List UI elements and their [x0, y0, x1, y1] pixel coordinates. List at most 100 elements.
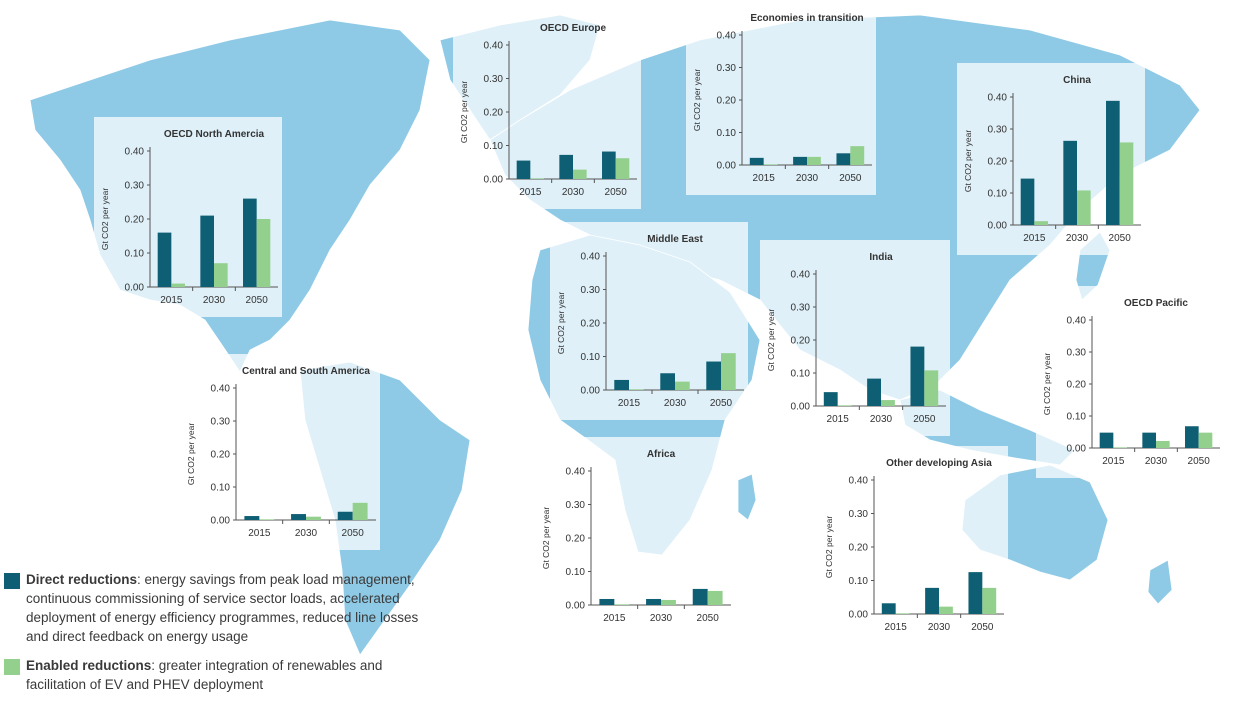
new-zealand	[1147, 559, 1173, 605]
enabled-bar-2015	[1034, 221, 1048, 225]
y-tick-label: 0.00	[988, 221, 1008, 232]
direct-bar-2030	[1063, 140, 1077, 225]
y-tick-label: 0.30	[988, 125, 1008, 136]
y-tick-label: 0.30	[849, 509, 869, 520]
x-tick-label: 2050	[246, 295, 269, 306]
direct-bar-2015	[823, 392, 838, 406]
enabled-bar-2015	[259, 519, 275, 520]
direct-bar-2030	[867, 378, 881, 406]
enabled-bar-2030	[573, 169, 587, 179]
enabled-bar-2050	[924, 370, 939, 406]
direct-bar-2050	[602, 151, 616, 179]
x-tick-label: 2030	[295, 528, 318, 539]
enabled-bar-2050	[721, 353, 736, 390]
enabled-bar-2050	[615, 158, 630, 179]
x-tick-label: 2015	[885, 622, 908, 633]
enabled-bar-2030	[1077, 190, 1091, 225]
chart-china: China 0.00 0.10 0.20 0.30 0.40 Gt CO2 per year…	[957, 63, 1145, 255]
y-tick-label: 0.00	[581, 386, 601, 397]
legend-enabled-title: Enabled reductions	[26, 658, 152, 673]
chart-svg-oecd-europe: OECD Europe 0.00 0.10 0.20 0.30 0.40 Gt CO2 pe…	[453, 11, 641, 209]
chart-title: Central and South America	[242, 366, 370, 377]
chart-title: OECD North Amercia	[164, 129, 265, 140]
legend-swatch-direct	[4, 573, 20, 589]
enabled-bar-2015	[629, 389, 644, 390]
direct-bar-2015	[881, 603, 896, 614]
chart-oecd-europe: OECD Europe 0.00 0.10 0.20 0.30 0.40 Gt CO2 pe…	[453, 11, 641, 209]
y-tick-label: 0.40	[581, 252, 601, 263]
legend: Direct reductions: energy savings from p…	[4, 570, 424, 694]
chart-oecd-north-america: OECD North Amercia 0.00 0.10 0.20 0.30 0.40 Gt…	[94, 117, 282, 317]
direct-bar-2050	[1106, 100, 1120, 225]
x-tick-label: 2050	[342, 528, 365, 539]
y-tick-label: 0.00	[484, 175, 504, 186]
x-tick-label: 2050	[913, 414, 936, 425]
direct-bar-2050	[1185, 426, 1199, 448]
chart-title: Other developing Asia	[886, 458, 992, 469]
panel-bg	[760, 240, 950, 436]
y-tick-label: 0.30	[717, 63, 737, 74]
x-tick-label: 2015	[519, 187, 542, 198]
y-axis-label: Gt CO2 per year	[963, 130, 973, 193]
y-tick-label: 0.10	[988, 189, 1008, 200]
x-tick-label: 2030	[650, 613, 673, 624]
direct-bar-2030	[1142, 432, 1156, 448]
chart-svg-central-south-america: Central and South America 0.00 0.10 0.20 0.3…	[180, 354, 380, 550]
direct-bar-2030	[200, 215, 214, 287]
y-tick-label: 0.30	[581, 285, 601, 296]
chart-middle-east: Middle East 0.00 0.10 0.20 0.30 0.40 Gt CO2 pe…	[550, 222, 748, 420]
y-tick-label: 0.10	[581, 352, 601, 363]
chart-svg-oecd-north-america: OECD North Amercia 0.00 0.10 0.20 0.30 0.40 Gt…	[94, 117, 282, 317]
enabled-bar-2030	[661, 599, 676, 605]
x-tick-label: 2015	[618, 398, 641, 409]
chart-svg-middle-east: Middle East 0.00 0.10 0.20 0.30 0.40 Gt CO2 pe…	[550, 222, 748, 420]
enabled-bar-2050	[982, 587, 997, 614]
y-tick-label: 0.40	[791, 270, 811, 281]
y-tick-label: 0.10	[566, 567, 586, 578]
chart-central-south-america: Central and South America 0.00 0.10 0.20 0.3…	[180, 354, 380, 550]
x-tick-label: 2050	[1188, 456, 1211, 467]
y-tick-label: 0.00	[566, 601, 586, 612]
legend-direct-title: Direct reductions	[26, 572, 138, 587]
legend-enabled-text: : greater integration of renewables and …	[26, 658, 383, 692]
y-axis-label: Gt CO2 per year	[186, 423, 196, 486]
y-tick-label: 0.20	[566, 534, 586, 545]
direct-bar-2050	[243, 198, 257, 287]
direct-bar-2030	[793, 156, 807, 165]
y-tick-label: 0.10	[125, 249, 145, 260]
y-tick-label: 0.40	[484, 41, 504, 52]
y-tick-label: 0.20	[484, 108, 504, 119]
enabled-bar-2030	[306, 516, 321, 520]
x-tick-label: 2015	[248, 528, 271, 539]
y-tick-label: 0.30	[791, 303, 811, 314]
y-axis-label: Gt CO2 per year	[556, 292, 566, 355]
y-tick-label: 0.00	[125, 283, 145, 294]
x-tick-label: 2030	[928, 622, 951, 633]
x-tick-label: 2030	[1145, 456, 1168, 467]
y-tick-label: 0.10	[1067, 412, 1087, 423]
chart-title: OECD Pacific	[1124, 298, 1188, 309]
chart-title: Economies in transition	[750, 13, 863, 24]
x-tick-label: 2015	[827, 414, 850, 425]
chart-oecd-pacific: OECD Pacific 0.00 0.10 0.20 0.30 0.40 Gt CO2 p…	[1036, 286, 1224, 478]
direct-bar-2030	[646, 598, 661, 605]
madagascar	[737, 473, 757, 521]
enabled-bar-2015	[895, 613, 910, 614]
direct-bar-2015	[749, 157, 764, 165]
y-tick-label: 0.20	[791, 336, 811, 347]
direct-bar-2050	[706, 361, 721, 390]
chart-economies-in-transition: Economies in transition 0.00 0.10 0.20 0.30 0…	[686, 1, 876, 195]
chart-svg-china: China 0.00 0.10 0.20 0.30 0.40 Gt CO2 per year…	[957, 63, 1145, 255]
y-tick-label: 0.40	[1067, 316, 1087, 327]
legend-direct-text: : energy savings from peak load manageme…	[26, 572, 419, 644]
x-tick-label: 2015	[1102, 456, 1125, 467]
y-tick-label: 0.40	[849, 476, 869, 487]
y-tick-label: 0.20	[849, 543, 869, 554]
chart-india: India 0.00 0.10 0.20 0.30 0.40 Gt CO2 per year…	[760, 240, 950, 436]
legend-item-enabled: Enabled reductions: greater integration …	[4, 656, 424, 694]
y-tick-label: 0.40	[211, 384, 231, 395]
y-axis-label: Gt CO2 per year	[824, 516, 834, 579]
x-tick-label: 2015	[603, 613, 626, 624]
direct-bar-2050	[337, 511, 353, 520]
chart-other-developing-asia: Other developing Asia 0.00 0.10 0.20 0.30 0.4…	[818, 446, 1008, 644]
